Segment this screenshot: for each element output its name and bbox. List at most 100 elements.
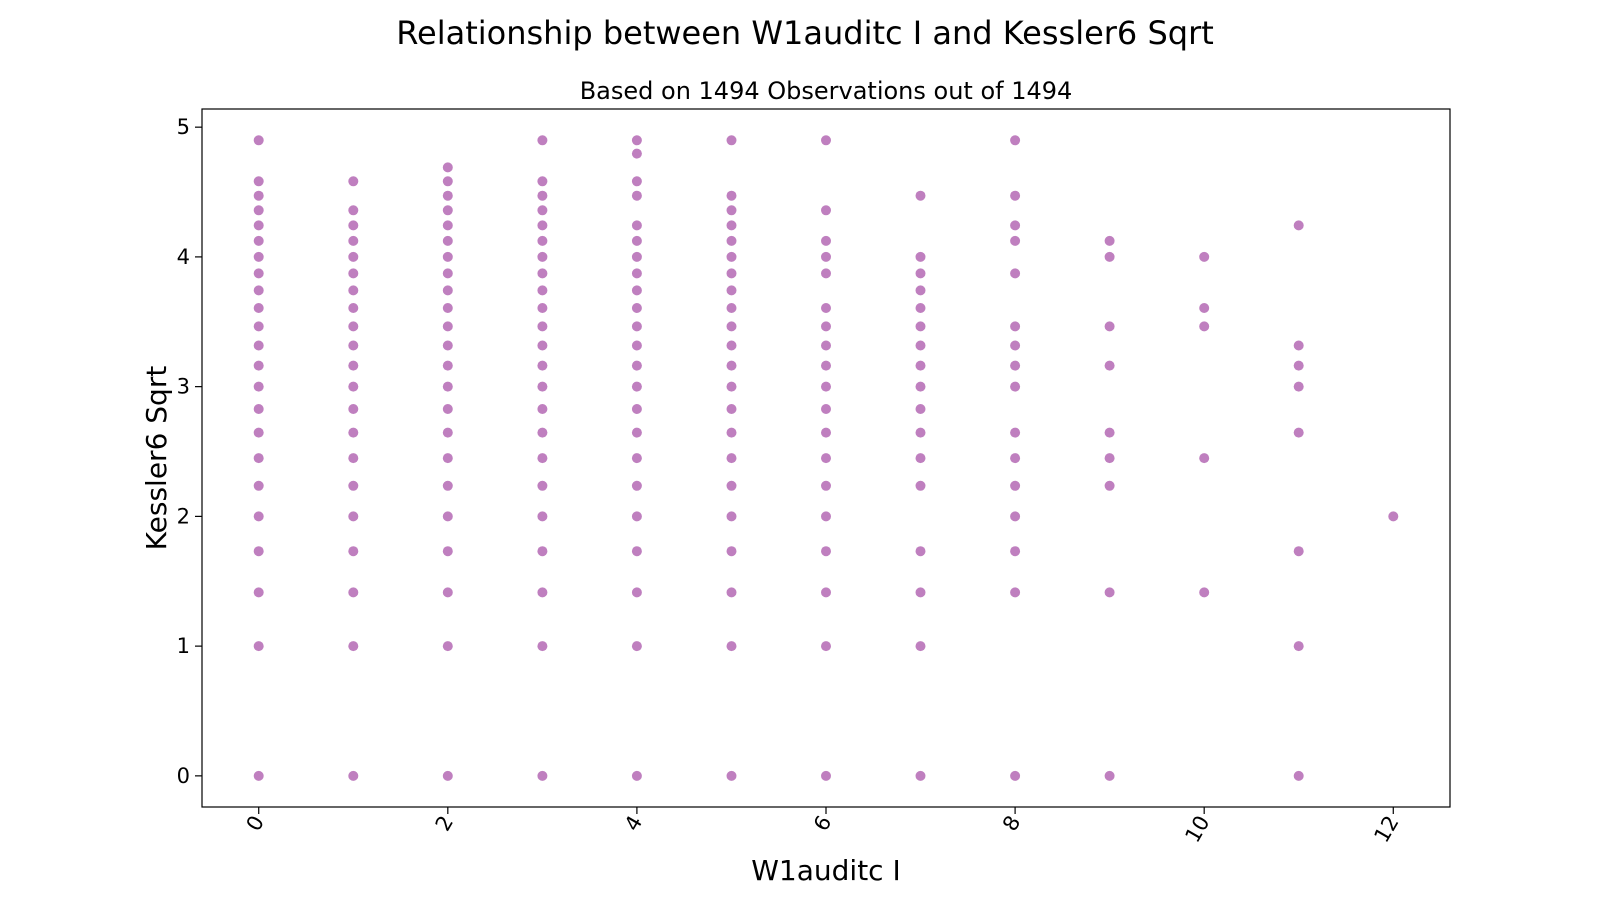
data-point	[631, 135, 642, 146]
data-point	[348, 381, 359, 392]
data-point	[537, 404, 548, 414]
y-tick-label: 4	[177, 245, 190, 269]
data-point	[821, 251, 831, 262]
data-point	[915, 404, 926, 414]
data-point	[1293, 220, 1304, 231]
data-point	[726, 303, 737, 313]
data-point	[915, 641, 926, 652]
data-point	[1010, 427, 1021, 438]
data-point	[537, 135, 548, 146]
data-point	[537, 220, 548, 231]
data-point	[631, 546, 642, 557]
x-tick-label: 4	[620, 812, 647, 836]
x-axis-label: W1auditc I	[751, 854, 901, 887]
data-point	[537, 303, 548, 313]
data-point	[726, 770, 737, 781]
data-point	[1293, 427, 1304, 438]
data-point	[1010, 220, 1021, 231]
data-point	[442, 770, 453, 781]
data-point	[537, 453, 548, 464]
data-point	[726, 587, 737, 598]
data-point	[1010, 321, 1021, 332]
data-point	[821, 587, 831, 598]
data-point	[442, 220, 453, 231]
data-point	[915, 360, 926, 371]
data-point	[821, 268, 831, 279]
data-point	[915, 480, 926, 491]
data-point	[253, 135, 264, 146]
data-point	[821, 480, 831, 491]
data-point	[821, 321, 831, 332]
x-axis-ticks: 0 2 4 6 8 10 12	[242, 807, 1404, 847]
data-point	[537, 546, 548, 557]
data-point	[915, 546, 926, 557]
data-point	[537, 427, 548, 438]
y-tick-label: 3	[177, 375, 190, 399]
data-point	[915, 770, 926, 781]
data-point	[348, 321, 359, 332]
data-point	[821, 770, 831, 781]
data-point	[253, 511, 264, 522]
data-point	[1010, 381, 1021, 392]
data-point	[442, 268, 453, 279]
data-point	[915, 190, 926, 201]
data-point	[253, 190, 264, 201]
data-point	[1199, 303, 1210, 313]
data-point	[537, 360, 548, 371]
data-point	[253, 480, 264, 491]
data-point	[821, 427, 831, 438]
data-point	[821, 360, 831, 371]
data-point	[442, 641, 453, 652]
x-tick-label: 10	[1180, 812, 1214, 847]
data-point	[253, 176, 264, 187]
data-point	[726, 235, 737, 246]
data-point	[1010, 340, 1021, 351]
data-point	[1293, 340, 1304, 351]
data-point	[1199, 251, 1210, 262]
data-point	[726, 381, 737, 392]
data-point	[821, 641, 831, 652]
x-tick-label: 12	[1369, 812, 1403, 847]
data-point	[631, 190, 642, 201]
data-point	[253, 220, 264, 231]
data-point	[821, 205, 831, 216]
data-point	[253, 546, 264, 557]
x-tick-label: 2	[431, 812, 458, 836]
data-point	[253, 360, 264, 371]
data-point	[442, 453, 453, 464]
data-point	[726, 404, 737, 414]
data-point	[442, 205, 453, 216]
data-point	[442, 587, 453, 598]
data-point	[1104, 587, 1115, 598]
data-point	[821, 135, 831, 146]
data-point	[821, 303, 831, 313]
data-point	[915, 321, 926, 332]
data-point	[253, 587, 264, 598]
data-point	[631, 235, 642, 246]
data-point	[253, 303, 264, 313]
data-point	[821, 404, 831, 414]
data-point	[726, 641, 737, 652]
data-point	[631, 404, 642, 414]
data-point	[1104, 360, 1115, 371]
data-point	[253, 641, 264, 652]
data-point	[1104, 453, 1115, 464]
data-point	[1104, 321, 1115, 332]
data-point	[442, 162, 453, 173]
data-point	[1293, 381, 1304, 392]
data-point	[915, 303, 926, 313]
x-tick-label: 0	[242, 812, 269, 836]
data-point	[442, 321, 453, 332]
y-tick-label: 5	[177, 115, 190, 139]
chart-title: Relationship between W1auditc I and Kess…	[396, 14, 1214, 52]
data-point	[821, 546, 831, 557]
data-point	[253, 427, 264, 438]
data-point	[915, 340, 926, 351]
data-point	[442, 340, 453, 351]
data-point	[348, 404, 359, 414]
data-point	[821, 340, 831, 351]
data-point	[726, 427, 737, 438]
data-point	[348, 770, 359, 781]
data-point	[631, 511, 642, 522]
